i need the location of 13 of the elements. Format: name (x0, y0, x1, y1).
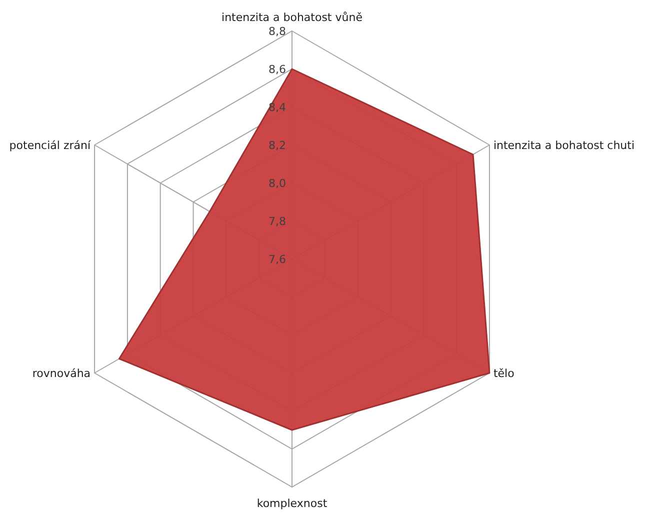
spoke-label: intenzita a bohatost vůně (222, 11, 363, 24)
y-tick-label: 8,0 (268, 177, 286, 190)
spoke-label: potenciál zrání (9, 139, 92, 152)
y-tick-label: 8,2 (268, 139, 286, 152)
spoke-label: rovnováha (32, 367, 91, 380)
y-tick-label: 8,6 (268, 63, 286, 76)
y-tick-label: 7,8 (268, 215, 286, 228)
y-tick-label: 8,4 (268, 101, 286, 114)
spoke-label: intenzita a bohatost chuti (493, 139, 635, 152)
y-tick-label: 7,6 (268, 253, 286, 266)
spoke-label: komplexnost (256, 497, 328, 510)
spoke-label: tělo (493, 367, 515, 380)
y-tick-label: 8,8 (268, 25, 286, 38)
